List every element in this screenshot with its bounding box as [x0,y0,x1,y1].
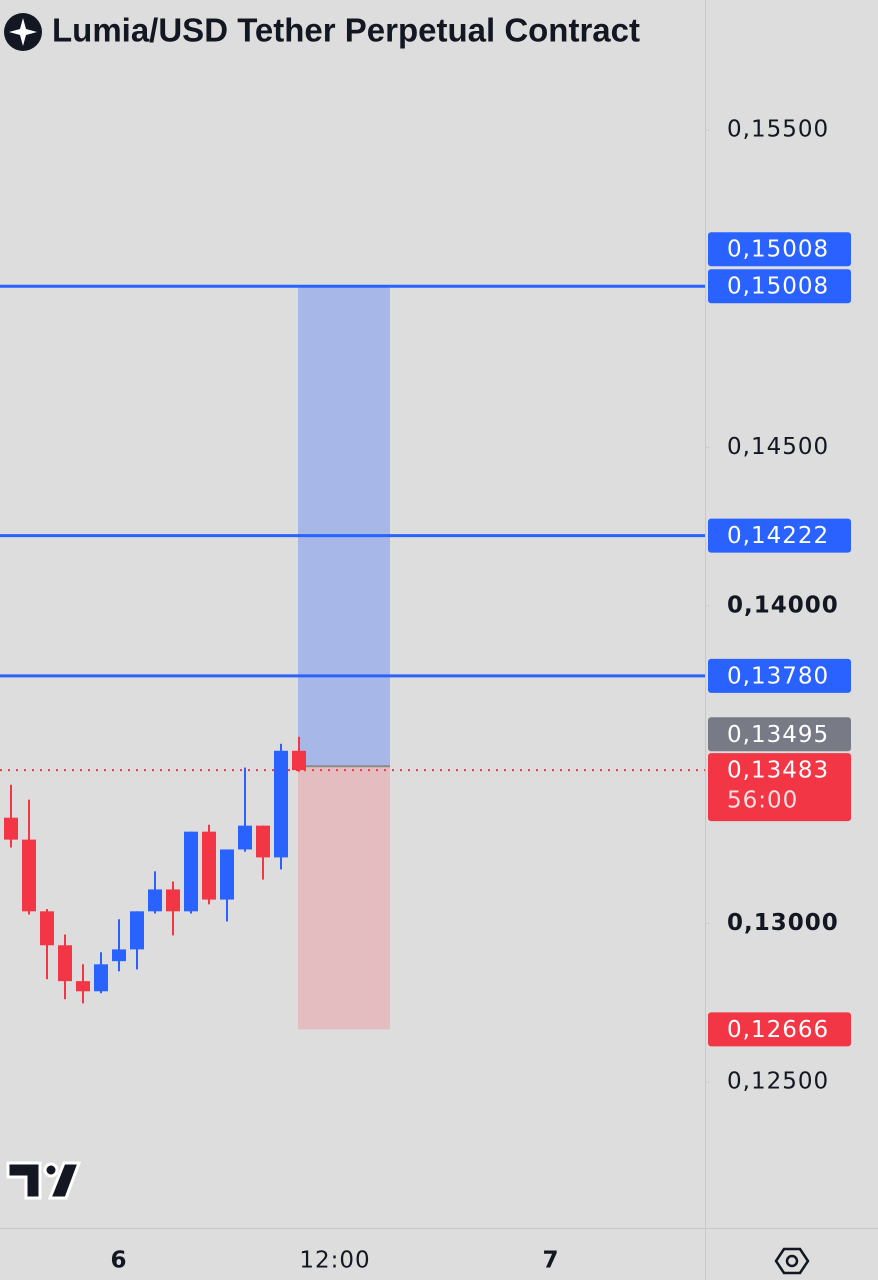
tradingview-logo [6,1161,82,1200]
candle-body [184,831,198,912]
symbol-icon [4,13,42,51]
price-label-box [708,269,851,304]
price-label: 0,15008 [727,237,829,263]
candle-body [292,750,306,771]
candle-body [94,964,108,992]
candle-body [238,825,252,850]
price-label: 0,13483 [727,758,829,784]
y-tick-label: 0,14500 [727,434,829,460]
candle-body [112,949,126,962]
candle-body [4,817,18,840]
price-label-box [708,717,851,752]
price-label: 0,13495 [727,722,829,748]
y-tick-label: 0,15500 [727,117,829,143]
settings-button[interactable] [774,1247,810,1275]
price-label: 0,12666 [727,1017,829,1043]
candle-body [274,750,288,858]
price-label-box [708,518,851,553]
price-label-box [708,658,851,693]
x-tick-label: 6 [110,1248,127,1274]
candle-body [166,889,180,912]
candle-body [256,825,270,858]
candle-body [40,911,54,946]
loss-zone [298,766,390,1030]
price-label: 0,15008 [727,274,829,300]
countdown: 56:00 [727,788,798,814]
price-label-box [708,1012,851,1047]
price-label: 0,13780 [727,663,829,689]
y-tick-label: 0,13000 [727,910,839,936]
x-tick-label: 7 [542,1248,559,1274]
plot-area: 0,15500 0,14500 0,14000 0,13000 0,12500 6 12:0… [0,117,851,1274]
price-label: 0,14222 [727,523,829,549]
candle-body [22,839,36,912]
x-tick-label: 12:00 [299,1248,370,1274]
price-label-box [708,232,851,267]
candle-body [76,981,90,992]
y-tick-label: 0,12500 [727,1069,829,1095]
candle-body [202,831,216,900]
price-label-box [708,753,851,822]
y-tick-label: 0,14000 [727,593,839,619]
profit-zone [298,286,390,767]
candle-body [220,849,234,900]
chart-title: Lumia/USD Tether Perpetual Contract [52,12,640,49]
candle-body [130,911,144,950]
candle-body [58,945,72,982]
candle-body [148,889,162,912]
